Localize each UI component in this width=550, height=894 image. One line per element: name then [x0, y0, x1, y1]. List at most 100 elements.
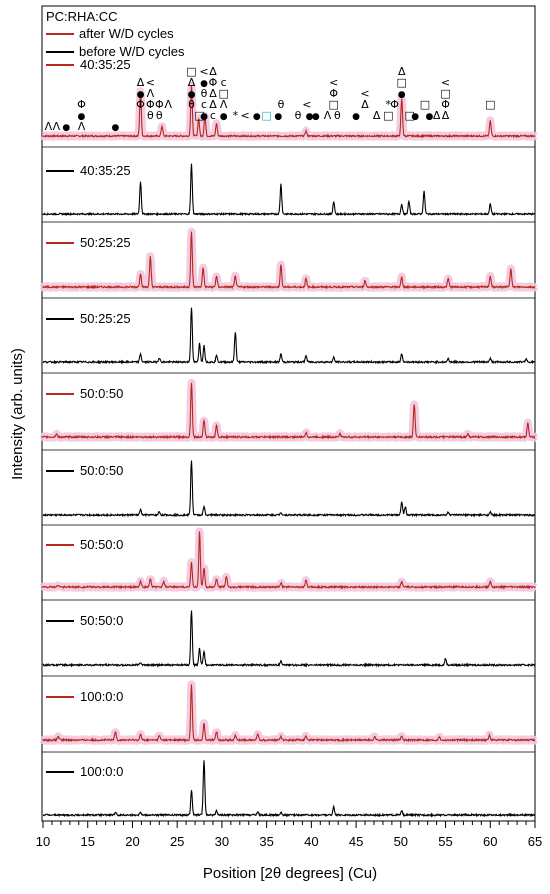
phase-symbol: Φ: [136, 98, 145, 111]
diffraction-traces: [42, 86, 536, 818]
x-tick-label: 45: [349, 834, 363, 849]
phase-symbol: ●: [62, 123, 70, 133]
sample-label: 100:0:0: [80, 689, 123, 704]
phase-symbol: □: [405, 109, 415, 122]
phase-symbol: <: [329, 76, 338, 89]
phase-symbol: θ: [147, 109, 154, 122]
phase-symbol: *: [233, 109, 239, 122]
sample-label: 50:25:25: [80, 235, 131, 250]
x-tick-label: 35: [259, 834, 273, 849]
phase-symbol: ●: [200, 112, 208, 122]
trace-after-50-0-50: [42, 382, 536, 440]
phase-symbol: Φ: [155, 98, 164, 111]
phase-symbol: Δ: [373, 109, 381, 122]
legend-title: PC:RHA:CC: [46, 9, 118, 24]
phase-symbol: Λ: [324, 109, 332, 122]
sample-label: 100:0:0: [80, 764, 123, 779]
sample-labels: 40:35:25 40:35:25 50:25:25 50:25:25 50:0:50 5…: [46, 57, 131, 779]
y-axis-title: Intensity (arb. units): [9, 348, 26, 480]
phase-symbol: <: [241, 109, 250, 122]
phase-symbol: ●: [137, 90, 145, 100]
phase-symbol: Δ: [137, 76, 145, 89]
phase-symbol: Δ: [398, 65, 406, 78]
sample-label: 50:50:0: [80, 537, 123, 552]
x-tick-label: 55: [438, 834, 452, 849]
phase-symbol: <: [199, 65, 208, 78]
x-tick-label: 30: [215, 834, 229, 849]
x-tick-label: 25: [170, 834, 184, 849]
phase-symbol: ●: [78, 112, 86, 122]
trace-before-50-0-50: [42, 460, 536, 518]
phase-symbol: Δ: [442, 109, 450, 122]
x-tick-label: 15: [80, 834, 94, 849]
phase-symbol: Φ: [390, 98, 399, 111]
legend-after-label: after W/D cycles: [79, 26, 174, 41]
x-tick-label: 40: [304, 834, 318, 849]
phase-symbol: <: [441, 76, 450, 89]
phase-symbol: □: [194, 109, 204, 122]
legend: PC:RHA:CC after W/D cycles before W/D cy…: [46, 9, 185, 59]
phase-symbol: Φ: [441, 98, 450, 111]
x-tick-label: 60: [483, 834, 497, 849]
phase-symbol: ●: [352, 112, 360, 122]
phase-symbol: □: [383, 109, 393, 122]
phase-symbol: c: [210, 109, 216, 122]
x-axis-title: Position [2θ degrees] (Cu): [203, 865, 377, 882]
phase-symbol: c: [221, 76, 227, 89]
phase-symbol: c: [201, 98, 207, 111]
sample-label: 40:35:25: [80, 163, 131, 178]
phase-symbol: □: [329, 98, 339, 111]
phase-symbol: θ: [188, 98, 195, 111]
phase-symbol: Δ: [209, 98, 217, 111]
trace-after-40-35-25: [42, 86, 536, 139]
trace-before-50-50-0: [42, 610, 536, 668]
phase-symbol: ●: [426, 112, 434, 122]
phase-symbol: θ: [156, 109, 163, 122]
x-tick-label: 20: [125, 834, 139, 849]
phase-symbol: Φ: [329, 87, 338, 100]
plot-frame: [41, 5, 536, 822]
sample-label: 50:50:0: [80, 613, 123, 628]
phase-symbol: □: [186, 65, 196, 78]
phase-symbol: ●: [398, 90, 406, 100]
phase-symbol: Λ: [220, 98, 228, 111]
phase-symbol: ●: [274, 112, 282, 122]
separator-lines: [42, 146, 535, 753]
phase-symbol: Λ: [45, 120, 53, 133]
phase-symbol: ●: [253, 112, 261, 122]
phase-symbol: θ: [201, 87, 208, 100]
phase-symbol: <: [146, 76, 155, 89]
phase-symbol: ●: [112, 123, 120, 133]
phase-symbol: θ: [295, 109, 302, 122]
x-axis: 10 15 20 25 30 35 40 45 50 55 60 65: [36, 821, 542, 849]
trace-after-50-50-0: [42, 531, 536, 590]
trace-after-50-25-25: [42, 231, 536, 290]
phase-symbol: Λ: [78, 120, 86, 133]
phase-symbol: Φ: [209, 76, 218, 89]
legend-before-label: before W/D cycles: [79, 44, 185, 59]
phase-symbol: ●: [188, 90, 196, 100]
sample-label: 50:25:25: [80, 311, 131, 326]
phase-symbol: ●: [200, 79, 208, 89]
phase-symbol: □: [261, 109, 271, 122]
phase-symbol: θ: [334, 109, 341, 122]
x-tick-label: 10: [36, 834, 50, 849]
phase-symbol: Λ: [164, 98, 172, 111]
phase-symbol: θ: [278, 98, 285, 111]
phase-symbol: <: [302, 98, 311, 111]
sample-label: 50:0:50: [80, 386, 123, 401]
phase-symbol: Δ: [361, 98, 369, 111]
phase-symbol: Λ: [147, 87, 155, 100]
phase-symbol: ●: [306, 112, 314, 122]
phase-symbol: □: [440, 87, 450, 100]
phase-symbol: □: [485, 98, 495, 111]
phase-symbol: □: [397, 76, 407, 89]
trace-after-100-0-0: [42, 684, 536, 743]
phase-symbol: Λ: [53, 120, 61, 133]
phase-symbol: *: [386, 98, 392, 111]
trace-before-100-0-0: [42, 760, 535, 818]
phase-symbol: ●: [411, 112, 419, 122]
phase-symbol: Δ: [209, 65, 217, 78]
